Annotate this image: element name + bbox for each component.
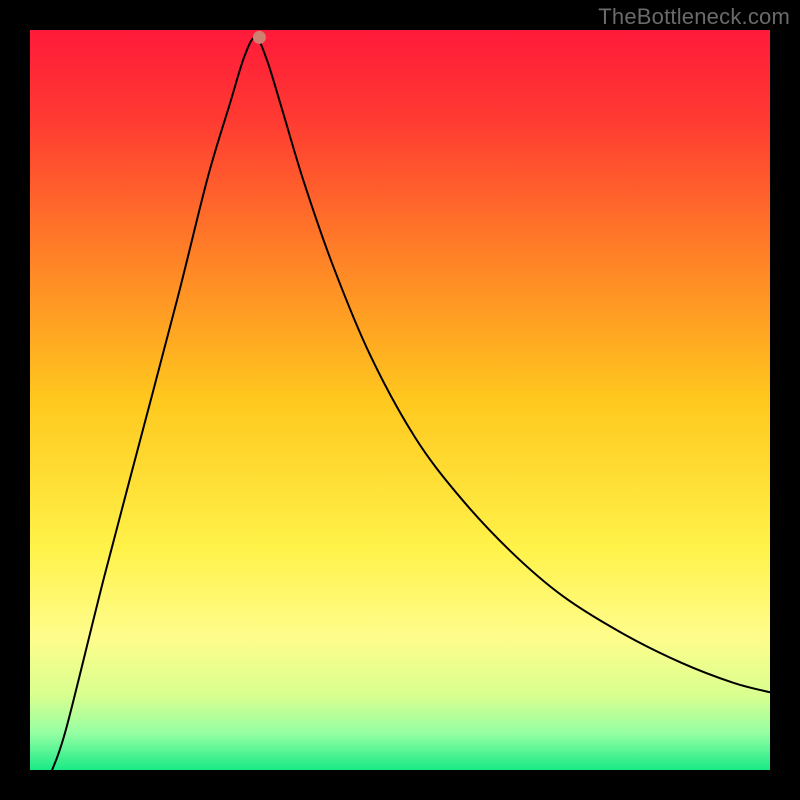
chart-background [30,30,770,770]
watermark-text: TheBottleneck.com [598,4,790,30]
optimum-marker [253,31,266,44]
bottleneck-curve-chart [30,30,770,770]
chart-plot-area [30,30,770,770]
